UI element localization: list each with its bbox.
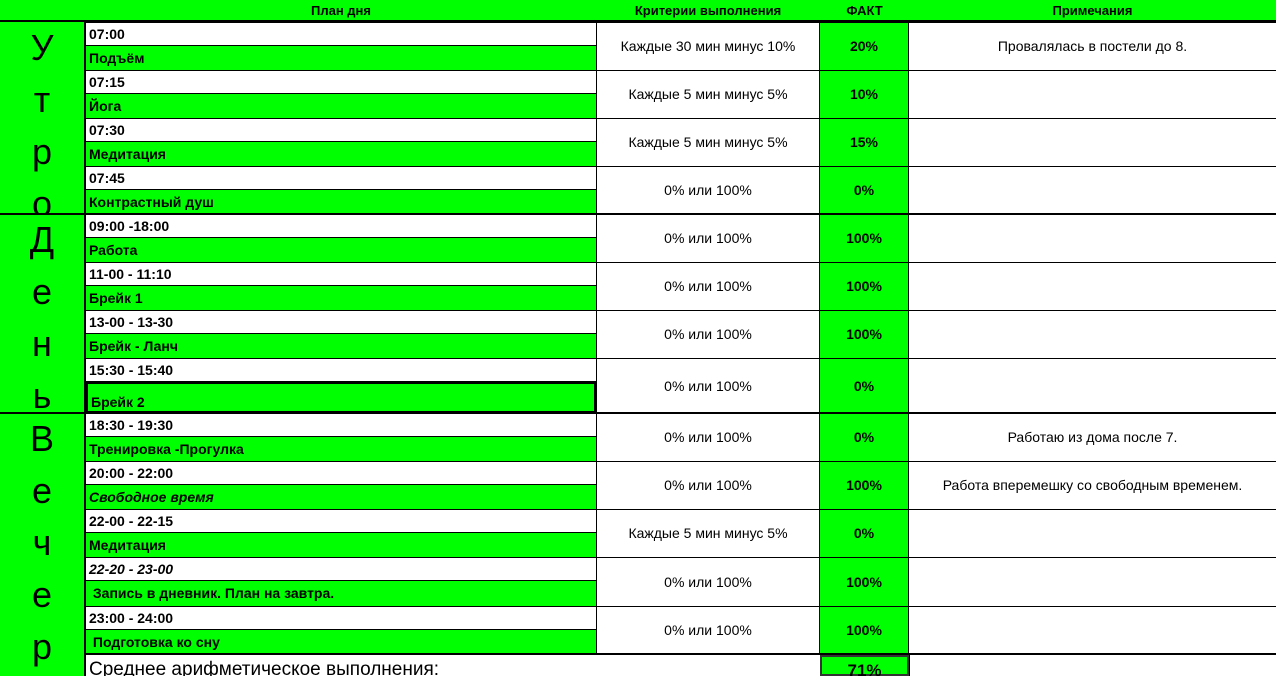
row-criteria[interactable]: 0% или 100% [596, 461, 820, 509]
row-criteria[interactable]: 0% или 100% [596, 606, 820, 654]
row-note[interactable] [909, 509, 1276, 557]
row-fact[interactable]: 0% [820, 509, 909, 557]
row-criteria[interactable]: 0% или 100% [596, 310, 820, 358]
row-divider [86, 606, 1276, 607]
row-fact[interactable]: 0% [820, 358, 909, 413]
row-fact[interactable]: 15% [820, 118, 909, 166]
row-time[interactable]: 07:30 [86, 118, 596, 142]
row-time[interactable]: 07:45 [86, 166, 596, 190]
section-day: День [0, 214, 86, 413]
row-note[interactable] [909, 214, 1276, 262]
row-activity[interactable]: Брейк - Ланч [86, 334, 596, 358]
section-evening: Вечер [0, 413, 86, 676]
row-divider [86, 509, 1276, 510]
row-note[interactable] [909, 310, 1276, 358]
header-plan: План дня [86, 0, 596, 22]
row-time[interactable]: 09:00 -18:00 [86, 214, 596, 238]
row-fact[interactable]: 100% [820, 606, 909, 654]
row-activity[interactable]: Брейк 1 [86, 286, 596, 310]
row-divider [86, 70, 1276, 71]
row-criteria[interactable]: 0% или 100% [596, 262, 820, 310]
row-divider [86, 653, 1276, 655]
row-divider [86, 557, 1276, 558]
row-time[interactable]: 13-00 - 13-30 [86, 310, 596, 334]
row-activity[interactable]: Брейк 2 [86, 382, 596, 413]
row-fact[interactable]: 100% [820, 262, 909, 310]
header-criteria: Критерии выполнения [596, 0, 820, 22]
row-activity[interactable]: Медитация [86, 533, 596, 557]
row-activity[interactable]: Подготовка ко сну [86, 630, 596, 654]
header-notes: Примечания [909, 0, 1276, 22]
section-morning: Утро [0, 22, 86, 214]
summary-note [909, 655, 1276, 676]
row-fact[interactable]: 0% [820, 166, 909, 214]
row-criteria[interactable]: 0% или 100% [596, 413, 820, 461]
row-divider [86, 412, 1276, 414]
summary-value: 71% [820, 655, 909, 680]
row-criteria[interactable]: 0% или 100% [596, 214, 820, 262]
section-label-day: День [29, 219, 55, 413]
row-time[interactable]: 18:30 - 19:30 [86, 413, 596, 437]
row-divider [86, 118, 1276, 119]
row-time[interactable]: 22-20 - 23-00 [86, 557, 596, 581]
section-divider [0, 213, 86, 215]
row-activity[interactable]: Запись в дневник. План на завтра. [86, 581, 596, 606]
row-time[interactable]: 11-00 - 11:10 [86, 262, 596, 286]
row-divider [86, 310, 1276, 311]
row-fact[interactable]: 10% [820, 70, 909, 118]
section-label-evening: Вечер [29, 418, 54, 667]
row-activity[interactable]: Свободное время [86, 485, 596, 509]
row-note[interactable] [909, 166, 1276, 214]
row-note[interactable] [909, 118, 1276, 166]
row-activity[interactable]: Медитация [86, 142, 596, 166]
row-note[interactable] [909, 262, 1276, 310]
row-note[interactable]: Работа вперемешку со свободным временем. [909, 461, 1276, 509]
row-criteria[interactable]: Каждые 30 мин минус 10% [596, 22, 820, 70]
row-activity[interactable]: Подъём [86, 46, 596, 70]
row-note[interactable] [909, 358, 1276, 413]
row-divider [86, 358, 1276, 359]
section-divider [0, 412, 86, 414]
row-time[interactable]: 23:00 - 24:00 [86, 606, 596, 630]
row-activity[interactable]: Контрастный душ [86, 190, 596, 214]
row-time[interactable]: 07:15 [86, 70, 596, 94]
row-note[interactable] [909, 70, 1276, 118]
row-fact[interactable]: 100% [820, 214, 909, 262]
row-divider [86, 213, 1276, 215]
summary-label: Среднее арифметическое выполнения: [89, 659, 440, 676]
row-fact[interactable]: 100% [820, 557, 909, 606]
row-time[interactable]: 22-00 - 22-15 [86, 509, 596, 533]
row-note[interactable]: Провалялась в постели до 8. [909, 22, 1276, 70]
row-criteria[interactable]: Каждые 5 мин минус 5% [596, 118, 820, 166]
header-spacer [0, 0, 86, 22]
row-criteria[interactable]: 0% или 100% [596, 166, 820, 214]
row-activity[interactable]: Йога [86, 94, 596, 118]
row-divider [86, 21, 1276, 23]
row-criteria[interactable]: 0% или 100% [596, 358, 820, 413]
row-note[interactable]: Работаю из дома после 7. [909, 413, 1276, 461]
row-divider [86, 461, 1276, 462]
row-criteria[interactable]: Каждые 5 мин минус 5% [596, 509, 820, 557]
header-fact: ФАКТ [820, 0, 909, 22]
row-fact[interactable]: 20% [820, 22, 909, 70]
row-divider [86, 166, 1276, 167]
row-criteria[interactable]: 0% или 100% [596, 557, 820, 606]
row-time[interactable]: 07:00 [86, 22, 596, 46]
row-fact[interactable]: 100% [820, 461, 909, 509]
row-divider [86, 262, 1276, 263]
row-time[interactable]: 15:30 - 15:40 [86, 358, 596, 382]
row-fact[interactable]: 0% [820, 413, 909, 461]
row-note[interactable] [909, 606, 1276, 654]
row-criteria[interactable]: Каждые 5 мин минус 5% [596, 70, 820, 118]
section-label-morning: Утро [30, 27, 54, 214]
row-activity[interactable]: Тренировка -Прогулка [86, 437, 596, 461]
row-note[interactable] [909, 557, 1276, 606]
row-fact[interactable]: 100% [820, 310, 909, 358]
row-time[interactable]: 20:00 - 22:00 [86, 461, 596, 485]
row-activity[interactable]: Работа [86, 238, 596, 262]
